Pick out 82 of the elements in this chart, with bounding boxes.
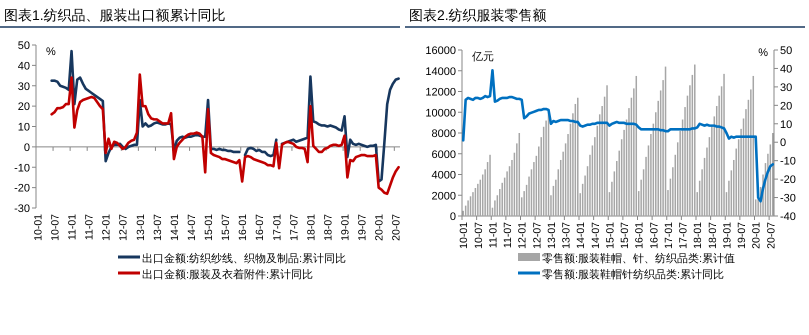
x-tick-label: 16-07 [648, 222, 660, 249]
x-tick-label: 17-07 [288, 214, 300, 241]
x-tick-label: 17-07 [678, 222, 690, 249]
x-tick-label: 20-07 [765, 222, 778, 249]
x-tick-label: 15-07 [220, 214, 232, 241]
y-tick-label: 16000 [425, 45, 456, 57]
y2-tick-label: 10 [780, 118, 792, 131]
x-tick-label: 13-07 [560, 222, 573, 249]
legend-label: 零售额:服装鞋帽针纺织品类:累计同比 [542, 268, 724, 281]
y-tick-label: -10 [14, 162, 30, 174]
y-tick-label: 4000 [432, 170, 456, 182]
y-tick-label: -20 [14, 182, 30, 195]
y2-tick-label: 50 [780, 45, 792, 57]
legend-label: 出口金额:服装及衣着附件:累计同比 [142, 268, 314, 281]
x-tick-label: 11-07 [84, 214, 96, 240]
x-tick-label: 17-01 [271, 214, 284, 241]
y-tick-label: 0 [450, 211, 456, 223]
y-tick-label: 20 [18, 101, 30, 114]
y2-tick-label: 20 [780, 100, 792, 112]
x-tick-label: 18-01 [305, 214, 318, 241]
title: 图表1.纺织品、服装出口额累计同比 [4, 7, 226, 23]
y-tick-label: 10 [18, 122, 30, 134]
x-tick-label: 20-01 [374, 214, 386, 241]
y-tick-label: -30 [14, 203, 30, 215]
x-tick-label: 20-07 [390, 214, 403, 241]
x-tick-label: 15-01 [203, 214, 216, 241]
x-tick-label: 10-01 [32, 214, 44, 241]
x-tick-label: 14-07 [590, 222, 602, 249]
x-tick-label: 12-07 [531, 222, 544, 249]
x-tick-label: 12-01 [100, 214, 113, 241]
x-tick-label: 18-07 [706, 222, 719, 249]
x-tick-label: 16-01 [634, 222, 646, 249]
x-tick-label: 18-07 [322, 214, 334, 241]
x-tick-label: 11-07 [502, 222, 514, 248]
y2-tick-label: 30 [780, 82, 792, 94]
y-tick-label: 40 [18, 60, 30, 72]
y-tick-label: 50 [18, 40, 30, 52]
legend-label: 出口金额:纺织纱线、织物及制品:累计同比 [142, 252, 346, 265]
y-axis-title: 亿元 [471, 51, 494, 63]
x-tick-label: 14-07 [186, 214, 198, 241]
x-tick-label: 11-01 [487, 222, 500, 248]
y-axis-title: % [46, 46, 56, 58]
legend-label: 零售额:服装鞋帽、针、纺织品类:累计值 [542, 252, 736, 265]
x-tick-label: 19-01 [721, 222, 734, 249]
y2-tick-label: -10 [780, 156, 796, 168]
x-tick-label: 14-01 [168, 214, 181, 241]
x-tick-label: 18-01 [692, 222, 704, 249]
x-tick-label: 12-07 [118, 214, 130, 241]
x-tick-label: 17-01 [662, 222, 675, 249]
y-tick-label: 10000 [425, 107, 456, 120]
y-tick-label: 14000 [425, 66, 456, 78]
x-tick-label: 14-01 [575, 222, 588, 249]
y-tick-label: 6000 [432, 148, 456, 161]
x-tick-label: 15-07 [619, 222, 632, 249]
x-tick-label: 15-01 [604, 222, 616, 249]
y2-tick-label: -20 [780, 174, 796, 186]
y-tick-label: 12000 [425, 86, 456, 98]
x-tick-label: 16-07 [254, 214, 266, 241]
x-tick-label: 19-07 [356, 214, 369, 241]
y2-axis-title: % [758, 47, 768, 59]
title: 图表2.纺织服装零售额 [409, 7, 547, 23]
y2-tick-label: -30 [780, 192, 796, 205]
y-tick-label: 2000 [432, 190, 456, 202]
x-tick-label: 13-01 [134, 214, 147, 241]
x-tick-label: 10-07 [49, 214, 62, 241]
x-tick-label: 16-01 [237, 214, 250, 241]
x-tick-label: 13-07 [152, 214, 164, 241]
x-tick-label: 10-01 [458, 222, 470, 249]
x-tick-label: 19-01 [340, 214, 352, 241]
y2-tick-label: 40 [780, 63, 792, 76]
y-tick-label: 0 [24, 142, 30, 154]
x-tick-label: 19-07 [736, 222, 748, 249]
y-tick-label: 30 [18, 80, 30, 93]
x-tick-label: 10-07 [472, 222, 485, 249]
x-tick-label: 13-01 [546, 222, 558, 249]
y2-tick-label: -40 [780, 211, 796, 223]
y2-tick-label: 0 [780, 137, 786, 150]
x-tick-label: 11-01 [66, 214, 79, 240]
y-tick-label: 8000 [432, 128, 456, 140]
x-tick-label: 20-01 [750, 222, 763, 249]
line-series [50, 73, 400, 196]
x-tick-label: 12-01 [516, 222, 529, 249]
